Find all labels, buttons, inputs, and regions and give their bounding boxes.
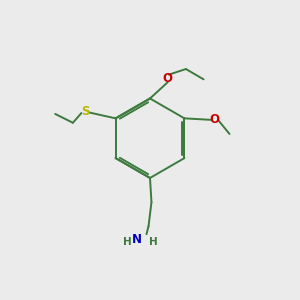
- Text: S: S: [81, 105, 89, 119]
- Text: O: O: [163, 72, 173, 85]
- Text: H: H: [148, 237, 157, 247]
- Text: N: N: [132, 233, 142, 246]
- Text: H: H: [123, 237, 132, 247]
- Text: O: O: [209, 113, 219, 126]
